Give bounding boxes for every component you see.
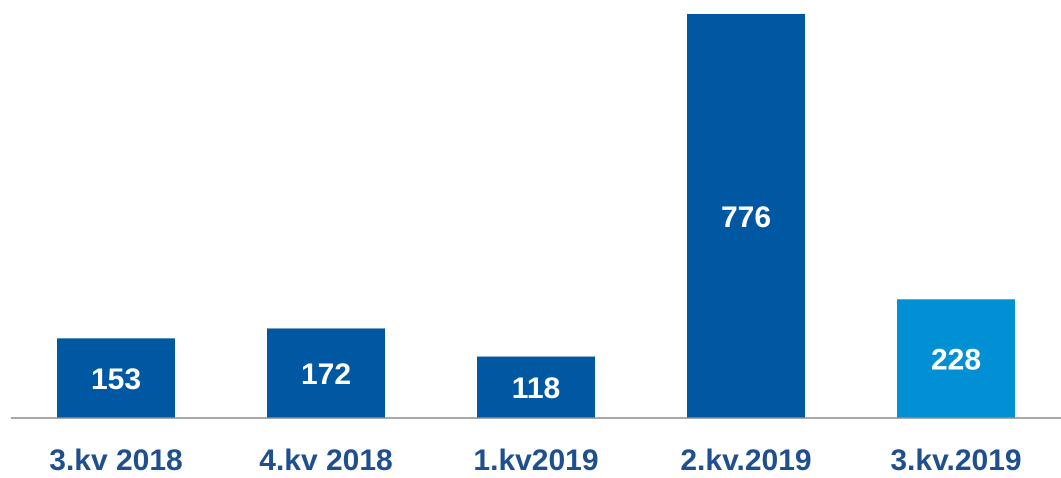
- data-label: 776: [721, 201, 771, 234]
- x-tick-label: 2.kv.2019: [680, 444, 811, 477]
- x-tick-label: 3.kv.2019: [890, 444, 1021, 477]
- x-tick-label: 3.kv 2018: [49, 444, 182, 477]
- bar: [477, 356, 595, 418]
- x-tick-label: 4.kv 2018: [259, 444, 392, 477]
- data-label: 153: [91, 363, 141, 396]
- bar: [267, 328, 385, 418]
- x-tick-label: 1.kv2019: [473, 444, 598, 477]
- data-label: 228: [931, 344, 981, 377]
- data-label: 118: [512, 372, 560, 405]
- bar: [57, 338, 175, 418]
- bar: [687, 14, 805, 418]
- bar: [897, 299, 1015, 418]
- data-label: 172: [301, 358, 351, 391]
